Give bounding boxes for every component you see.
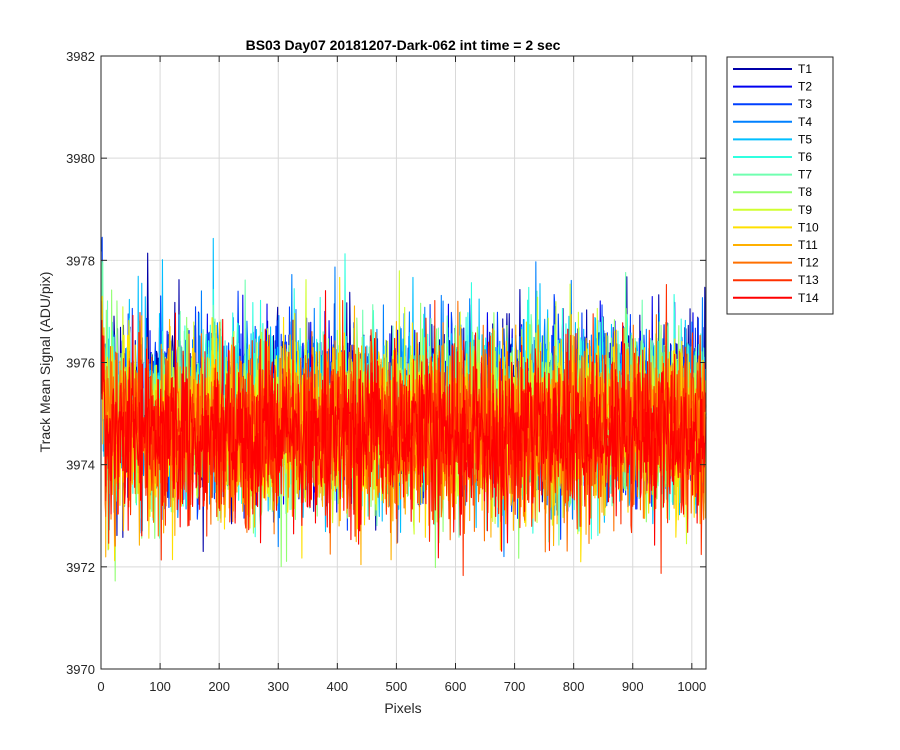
x-tick-label: 900	[622, 679, 644, 694]
legend-label-t7: T7	[798, 168, 812, 182]
legend: T1 T2 T3 T4 T5 T6 T7 T8 T9 T10 T11 T12 T13 T14	[726, 56, 834, 315]
y-tick-label: 3976	[66, 356, 95, 371]
x-tick-label: 700	[504, 679, 526, 694]
legend-label-t4: T4	[798, 115, 812, 129]
legend-label-t9: T9	[798, 203, 812, 217]
legend-label-t2: T2	[798, 80, 812, 94]
y-axis-label: Track Mean Signal (ADU/pix)	[37, 272, 53, 453]
legend-label-t10: T10	[798, 220, 819, 234]
legend-box	[726, 56, 834, 315]
y-tick-label: 3974	[66, 458, 95, 473]
x-axis-label: Pixels	[384, 700, 421, 716]
x-tick-label: 400	[326, 679, 348, 694]
chart-title: BS03 Day07 20181207-Dark-062 int time = …	[246, 37, 561, 53]
tick-marks	[100, 55, 706, 670]
y-tick-label: 3970	[66, 662, 95, 677]
legend-label-t11: T11	[798, 238, 818, 252]
y-tick-label: 3980	[66, 151, 95, 166]
legend-label-t3: T3	[798, 97, 812, 111]
x-tick-label: 500	[386, 679, 408, 694]
y-tick-label: 3978	[66, 253, 95, 268]
y-tick-label: 3972	[66, 560, 95, 575]
legend-label-t8: T8	[798, 185, 812, 199]
y-tick-label: 3982	[66, 49, 95, 64]
x-tick-label: 300	[267, 679, 289, 694]
x-tick-label: 600	[445, 679, 467, 694]
legend-label-t14: T14	[798, 291, 819, 305]
legend-label-t6: T6	[798, 150, 812, 164]
series-line-t14	[101, 290, 707, 559]
x-tick-label: 200	[208, 679, 230, 694]
x-tick-label: 100	[149, 679, 171, 694]
plot-area	[100, 55, 707, 670]
x-tick-label: 0	[97, 679, 104, 694]
legend-label-t1: T1	[798, 62, 812, 76]
x-tick-labels: 0 100 200 300 400 500 600 700 800 900 1000	[97, 679, 706, 694]
x-tick-label: 800	[563, 679, 585, 694]
series-lines	[101, 236, 707, 582]
legend-label-t13: T13	[798, 273, 819, 287]
legend-items: T1 T2 T3 T4 T5 T6 T7 T8 T9 T10 T11 T12 T13 T14	[733, 62, 819, 305]
legend-label-t12: T12	[798, 256, 819, 270]
y-tick-labels: 3970 3972 3974 3976 3978 3980 3982	[66, 49, 95, 677]
legend-label-t5: T5	[798, 132, 812, 146]
x-tick-label: 1000	[677, 679, 706, 694]
